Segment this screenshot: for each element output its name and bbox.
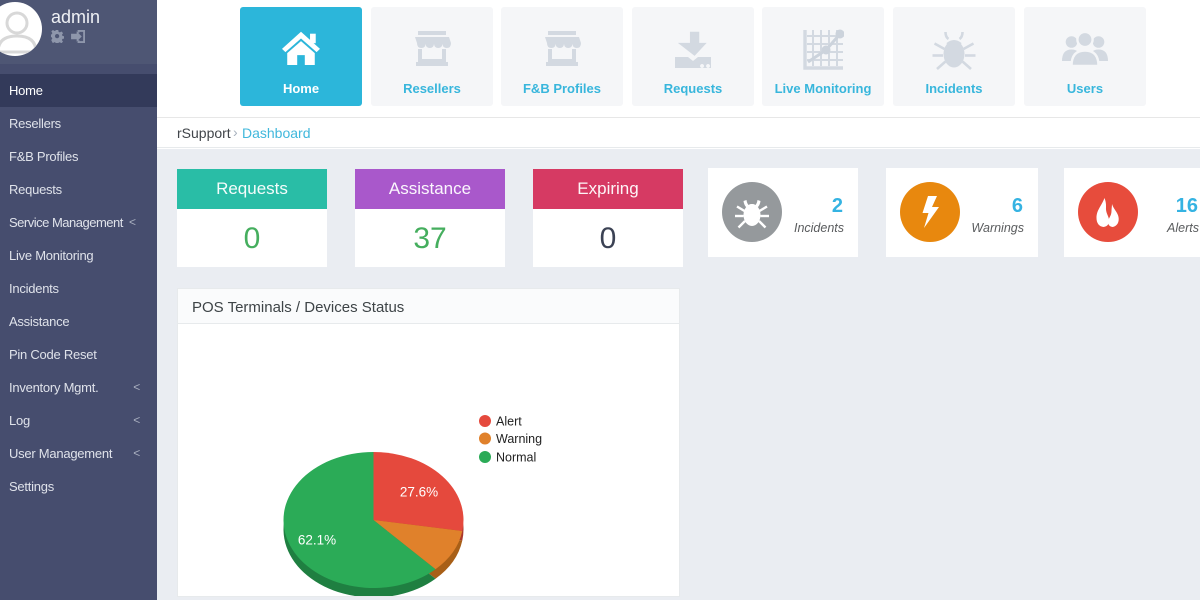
svg-text:Alert: Alert [496,415,522,429]
svg-text:27.6%: 27.6% [400,485,438,500]
svg-text:Warning: Warning [496,432,542,446]
svg-text:Normal: Normal [496,451,536,465]
svg-text:62.1%: 62.1% [298,533,336,548]
